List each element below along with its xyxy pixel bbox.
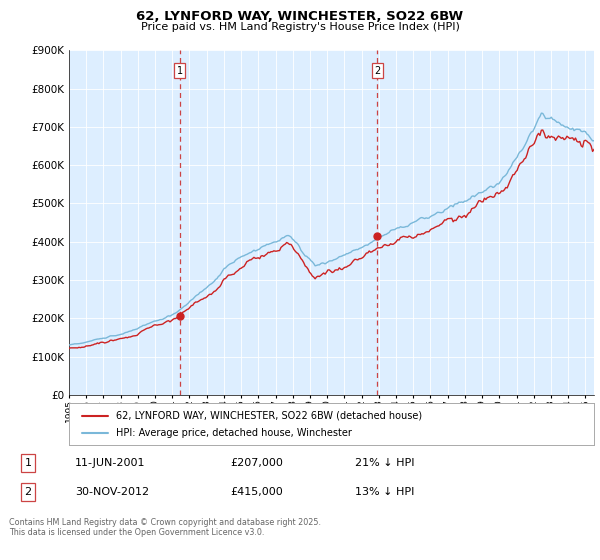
Text: 21% ↓ HPI: 21% ↓ HPI [355, 458, 415, 468]
Text: 62, LYNFORD WAY, WINCHESTER, SO22 6BW (detached house): 62, LYNFORD WAY, WINCHESTER, SO22 6BW (d… [116, 411, 422, 421]
Text: 30-NOV-2012: 30-NOV-2012 [75, 487, 149, 497]
Text: 62, LYNFORD WAY, WINCHESTER, SO22 6BW: 62, LYNFORD WAY, WINCHESTER, SO22 6BW [136, 10, 464, 23]
Text: Price paid vs. HM Land Registry's House Price Index (HPI): Price paid vs. HM Land Registry's House … [140, 22, 460, 32]
Text: 2: 2 [25, 487, 32, 497]
Text: £207,000: £207,000 [230, 458, 283, 468]
Text: HPI: Average price, detached house, Winchester: HPI: Average price, detached house, Winc… [116, 428, 352, 438]
Text: £415,000: £415,000 [230, 487, 283, 497]
Text: 13% ↓ HPI: 13% ↓ HPI [355, 487, 415, 497]
Text: 1: 1 [25, 458, 32, 468]
Text: Contains HM Land Registry data © Crown copyright and database right 2025.
This d: Contains HM Land Registry data © Crown c… [9, 518, 321, 538]
Text: 1: 1 [177, 66, 183, 76]
Text: 11-JUN-2001: 11-JUN-2001 [75, 458, 146, 468]
Text: 2: 2 [374, 66, 380, 76]
